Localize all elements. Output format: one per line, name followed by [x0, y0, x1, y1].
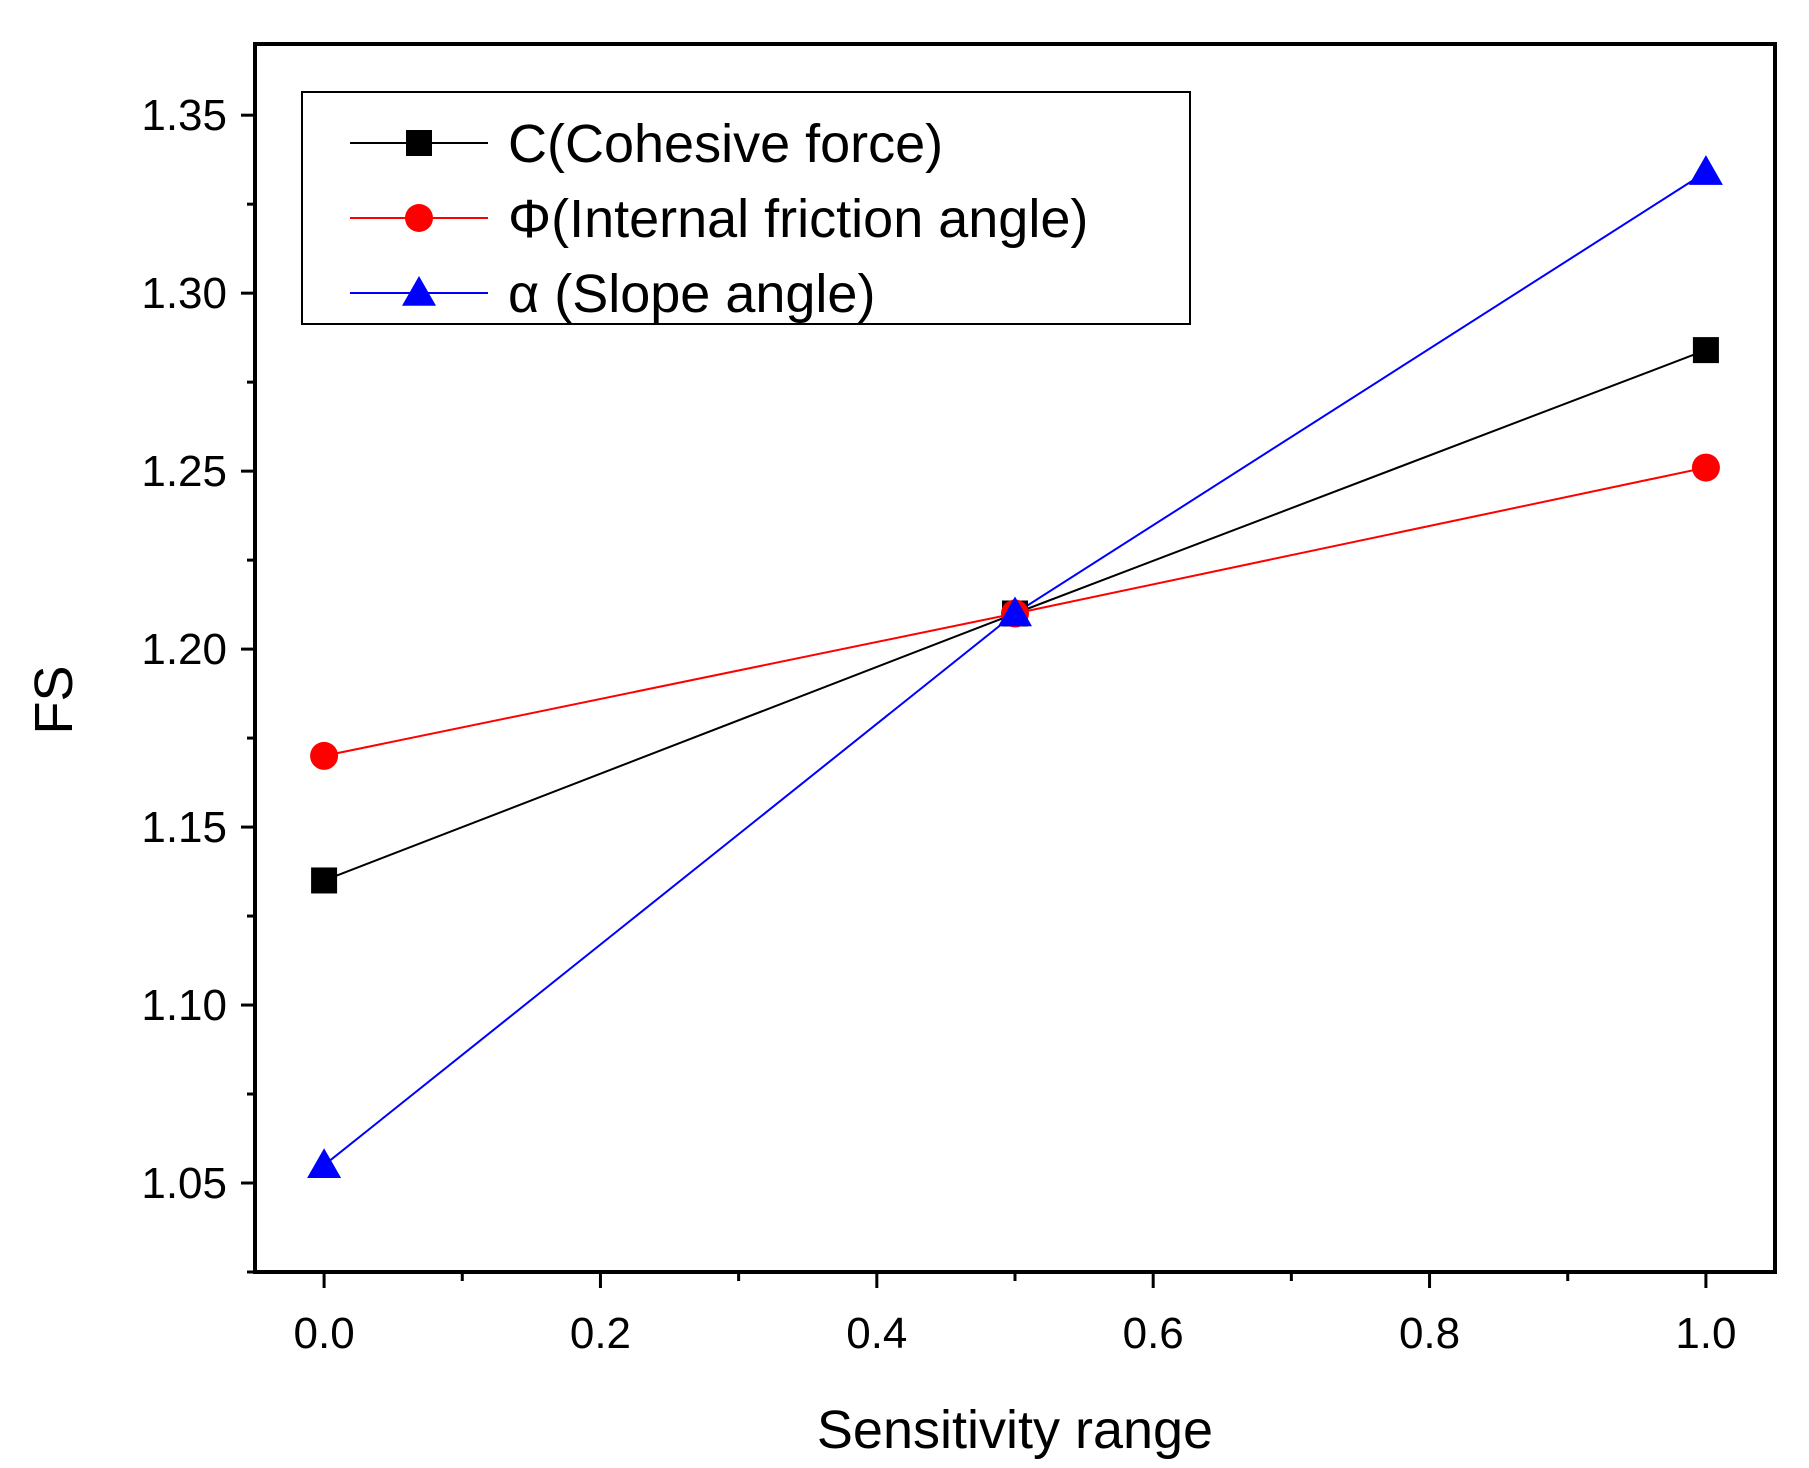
legend-label: α (Slope angle)	[508, 264, 875, 324]
data-point-square	[311, 867, 338, 894]
x-tick-label: 0.6	[1123, 1309, 1184, 1358]
series-markers	[307, 155, 1723, 1178]
y-axis-title: FS	[24, 665, 84, 734]
y-tick-label: 1.35	[141, 91, 227, 140]
axis-ticks: 0.0 0.2 0.4 0.6 0.8 1.0 1.05 1.10 1.15 1.20 1.25 1.…	[141, 91, 1736, 1358]
legend-marker-circle	[405, 204, 433, 232]
y-tick-label: 1.25	[141, 447, 227, 496]
y-tick-label: 1.10	[141, 981, 227, 1030]
x-tick-label: 1.0	[1675, 1309, 1736, 1358]
y-tick-label: 1.05	[141, 1159, 227, 1208]
data-point-square	[1692, 337, 1719, 364]
legend-box	[301, 91, 1191, 325]
x-axis-title: Sensitivity range	[817, 1400, 1213, 1460]
data-point-triangle	[1688, 155, 1723, 185]
legend-marker-triangle	[402, 276, 436, 306]
data-point-triangle	[998, 596, 1032, 627]
data-point-triangle	[307, 1148, 342, 1178]
data-point-circle	[310, 741, 339, 770]
y-tick-label: 1.30	[141, 269, 227, 318]
legend-label: C(Cohesive force)	[508, 114, 943, 174]
legend: C(Cohesive force) Φ(Internal friction ang…	[301, 91, 1191, 325]
legend-label: Φ(Internal friction angle)	[508, 189, 1088, 249]
x-tick-label: 0.8	[1399, 1309, 1460, 1358]
y-tick-label: 1.15	[141, 803, 227, 852]
legend-marker-square	[406, 130, 432, 156]
y-tick-label: 1.20	[141, 625, 227, 674]
x-tick-label: 0.4	[846, 1309, 907, 1358]
x-tick-label: 0.0	[294, 1309, 355, 1358]
data-point-circle	[1691, 453, 1720, 482]
x-tick-label: 0.2	[570, 1309, 631, 1358]
